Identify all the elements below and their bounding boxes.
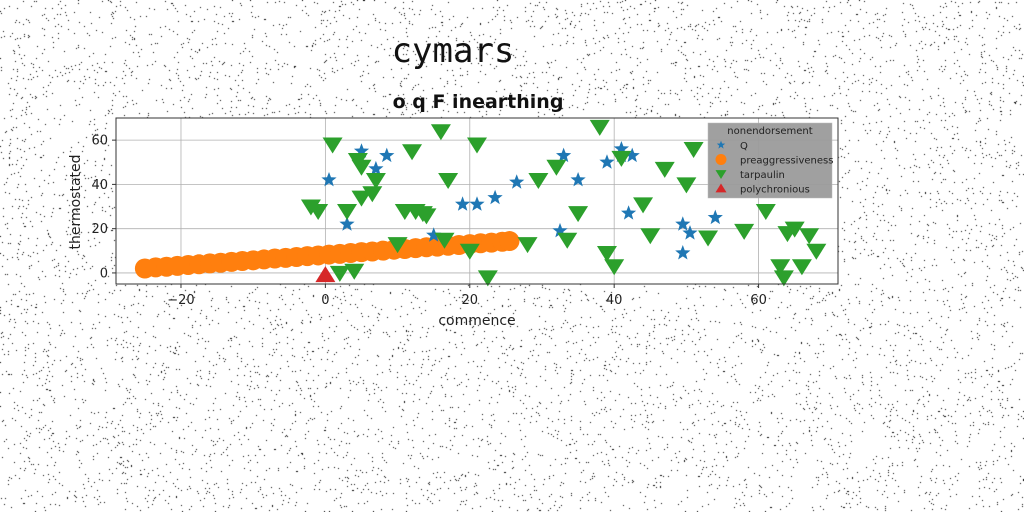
y-tick-label: 20 — [91, 222, 108, 237]
data-point — [734, 223, 755, 240]
legend-entry: tarpaulin — [740, 170, 785, 181]
data-point — [682, 225, 698, 240]
y-tick-label: 0 — [100, 266, 108, 281]
x-tick-label: 60 — [750, 293, 767, 308]
data-point — [469, 196, 485, 211]
data-point — [654, 161, 675, 178]
data-point — [387, 237, 408, 254]
data-point — [624, 147, 640, 163]
data-point — [806, 243, 827, 260]
legend-entry: Q — [740, 141, 748, 152]
data-point — [784, 221, 805, 238]
data-point — [596, 246, 617, 263]
data-point — [604, 259, 625, 276]
series-preaggressiveness — [134, 231, 520, 279]
data-point — [430, 124, 451, 141]
data-point — [362, 186, 383, 203]
data-point — [557, 232, 578, 249]
data-point — [589, 119, 610, 136]
data-point — [315, 266, 336, 283]
data-point — [546, 159, 567, 176]
data-point — [791, 259, 812, 276]
data-point — [621, 205, 637, 220]
data-point — [344, 263, 365, 280]
legend-entry: polychronious — [740, 185, 810, 196]
data-point — [698, 230, 719, 247]
data-point — [321, 172, 337, 187]
data-point — [426, 227, 442, 242]
data-point — [676, 177, 697, 194]
x-tick-label: 0 — [321, 293, 329, 308]
data-point — [353, 143, 370, 158]
data-point — [611, 150, 632, 167]
data-point — [640, 228, 661, 245]
data-point — [509, 174, 525, 189]
data-point — [322, 137, 343, 154]
data-point — [434, 232, 455, 249]
y-tick-label: 60 — [91, 134, 108, 149]
data-point — [675, 245, 691, 260]
data-point — [402, 144, 423, 161]
data-point — [379, 147, 395, 163]
data-point — [368, 160, 384, 176]
data-point — [570, 172, 586, 187]
legend-entry: preaggressiveness — [740, 156, 833, 167]
x-tick-label: −20 — [167, 293, 194, 308]
legend-title: nonendorsement — [727, 126, 812, 137]
data-point — [773, 270, 794, 287]
data-point — [459, 243, 480, 260]
legend-marker — [715, 183, 727, 193]
legend-box — [707, 122, 833, 199]
data-point — [770, 259, 791, 276]
data-point — [552, 222, 568, 238]
axis-ticks: −20 0 20 40 60 0 20 40 60 — [91, 134, 766, 308]
data-point — [799, 228, 820, 245]
data-point — [568, 206, 589, 223]
chart-title: o q F inearthing — [393, 91, 564, 113]
data-point — [416, 208, 437, 225]
data-point — [675, 216, 691, 231]
x-axis-label: commence — [438, 313, 515, 329]
legend-marker — [715, 170, 727, 179]
data-point — [477, 270, 498, 287]
legend-marker — [715, 154, 727, 165]
x-tick-label: 20 — [462, 293, 479, 308]
data-point — [683, 141, 704, 158]
data-point — [707, 209, 723, 225]
y-axis-label: thermostated — [68, 154, 84, 249]
plot-frame — [115, 117, 839, 285]
data-point — [351, 159, 372, 176]
data-point — [755, 203, 776, 220]
data-point — [487, 189, 503, 205]
data-point — [308, 203, 329, 220]
y-tick-label: 40 — [91, 178, 108, 193]
data-point — [528, 172, 549, 189]
data-point — [467, 137, 487, 154]
series-tarpaulin — [300, 119, 827, 287]
data-points — [134, 119, 827, 287]
data-point — [599, 154, 615, 169]
data-point — [329, 265, 350, 282]
x-tick-label: 40 — [606, 293, 623, 308]
data-point — [517, 237, 538, 254]
data-point — [438, 172, 459, 189]
legend-marker — [716, 140, 726, 149]
figure-title: cymars — [392, 31, 515, 71]
data-point — [339, 216, 355, 231]
data-point — [556, 147, 572, 163]
data-point — [351, 190, 372, 207]
data-point — [499, 231, 520, 252]
series-polychronious — [315, 266, 336, 283]
data-point — [337, 203, 358, 220]
data-point — [455, 196, 471, 211]
data-point — [365, 172, 386, 189]
data-point — [633, 197, 654, 214]
